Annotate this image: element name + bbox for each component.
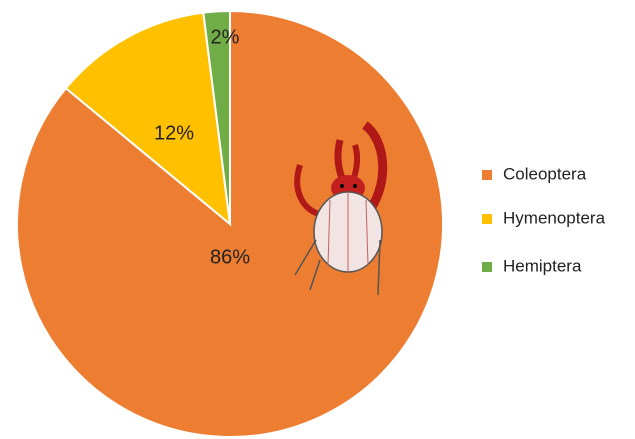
legend: Coleoptera Hymenoptera Hemiptera	[482, 164, 606, 275]
legend-swatch	[482, 214, 492, 224]
legend-swatch	[482, 262, 492, 272]
data-label: 86%	[210, 246, 250, 268]
chart: 86% 12% 2% Coleoptera Hymenoptera Hemiptera	[0, 0, 635, 439]
data-label: 2%	[211, 26, 240, 48]
legend-label: Hemiptera	[503, 256, 582, 275]
legend-label: Coleoptera	[503, 164, 587, 183]
legend-label: Hymenoptera	[503, 208, 606, 227]
data-label: 12%	[154, 122, 194, 144]
legend-swatch	[482, 170, 492, 180]
